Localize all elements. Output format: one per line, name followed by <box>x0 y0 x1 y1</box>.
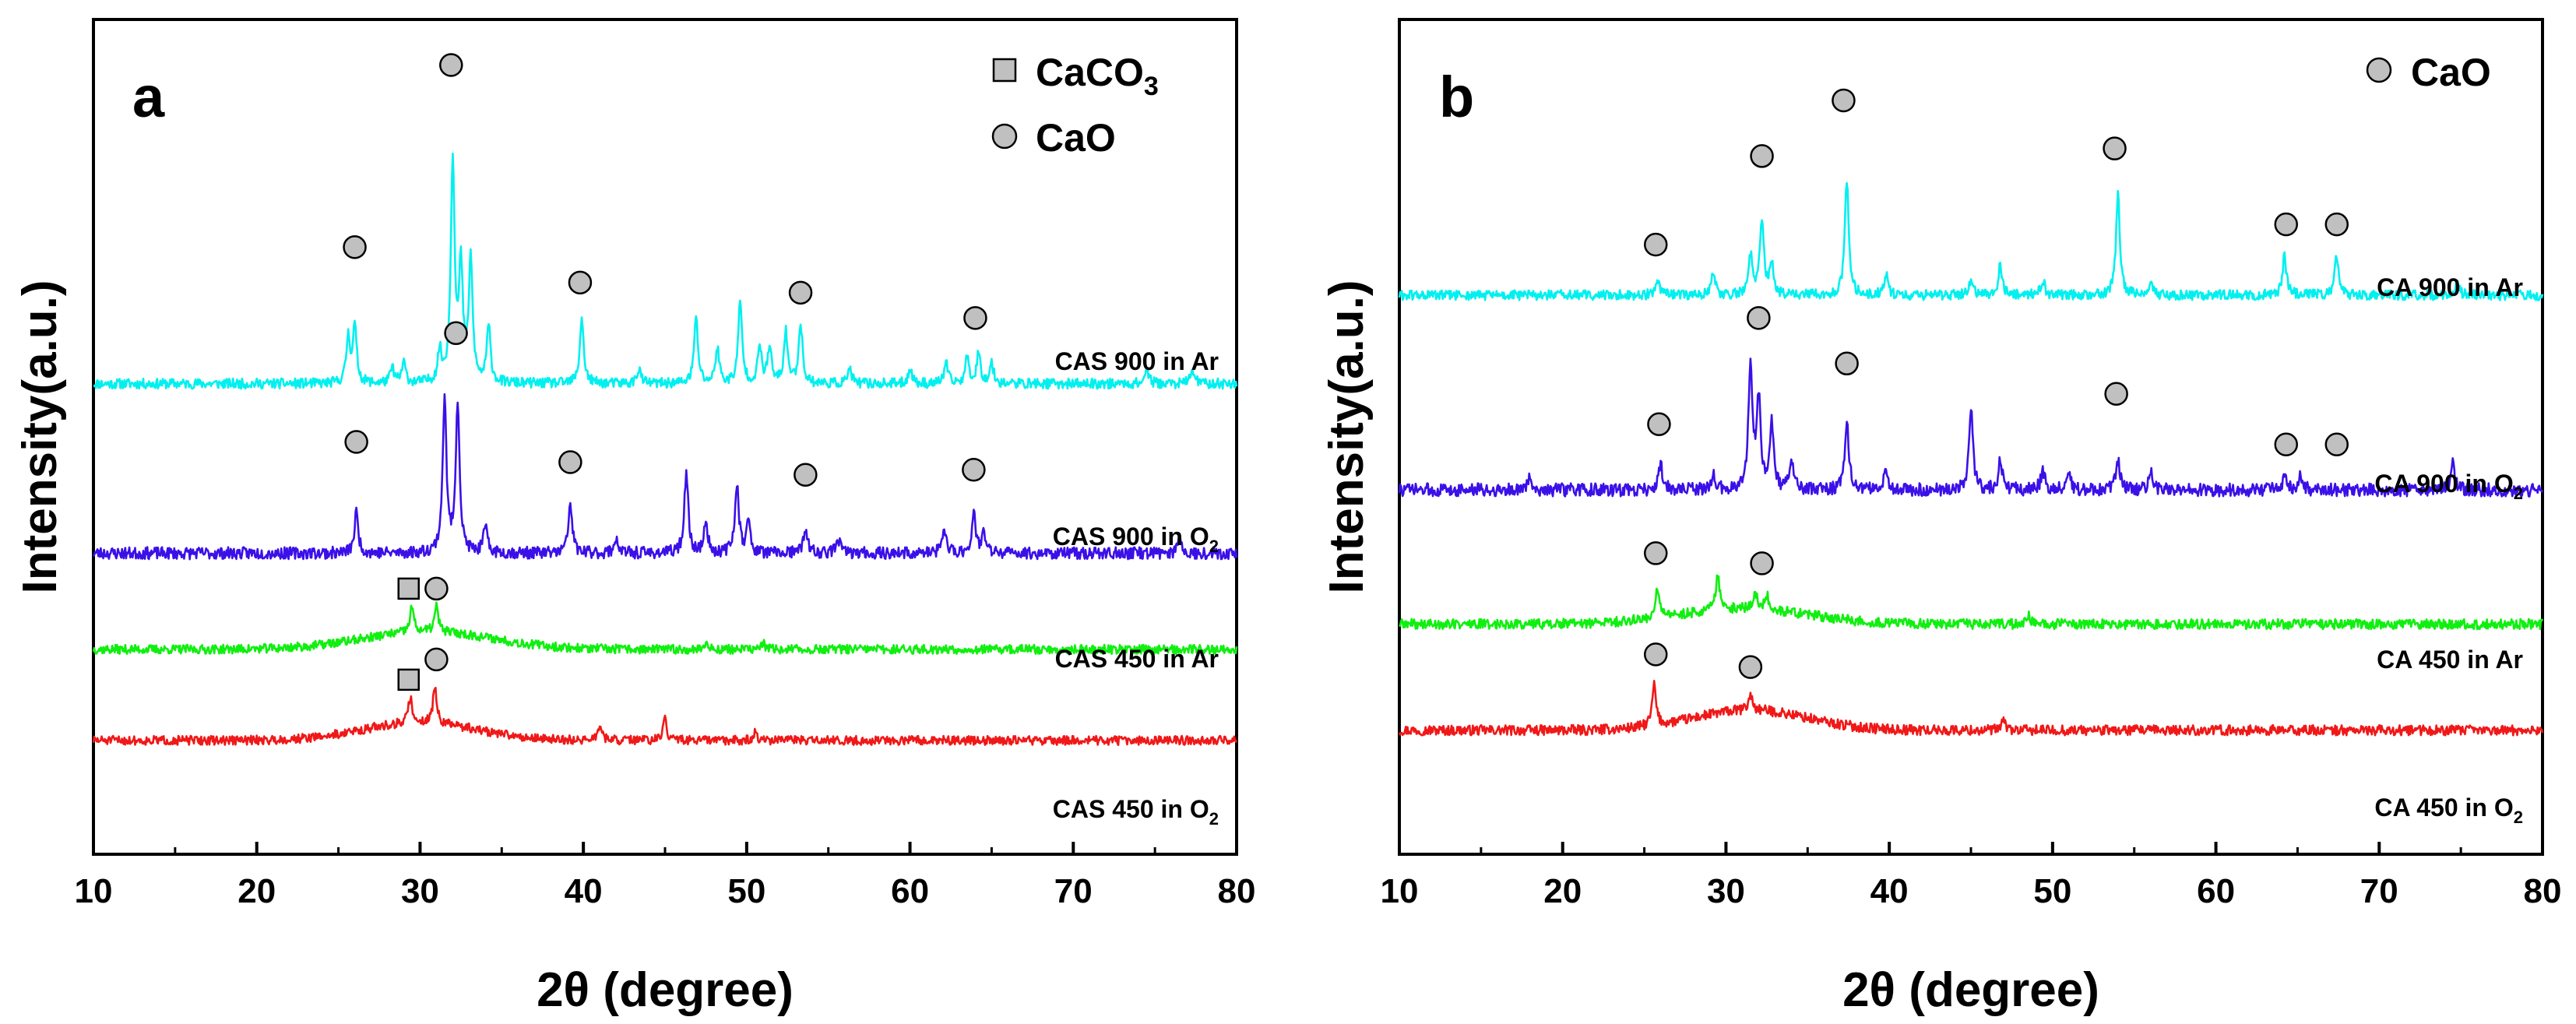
panel-b-series-label-ca450o2: CA 450 in O2 <box>2374 794 2523 827</box>
cao-peak-marker <box>2274 432 2298 456</box>
cao-peak-marker <box>794 463 818 487</box>
x-tick-label: 10 <box>75 872 113 910</box>
x-tick-label: 40 <box>1870 872 1909 910</box>
cao-peak-marker <box>1750 551 1774 575</box>
x-tick-label: 20 <box>238 872 276 910</box>
x-tick-label: 40 <box>565 872 603 910</box>
x-tick-label: 70 <box>2360 872 2398 910</box>
series-line-a-3 <box>92 686 1238 747</box>
panel-a-letter: a <box>132 65 165 129</box>
cao-peak-marker <box>444 321 468 346</box>
panel-a-legend-label-cao: CaO <box>1036 116 1116 160</box>
panel-b-phase-markers <box>1644 88 2349 679</box>
series-line-b-2 <box>1399 574 2544 631</box>
panel-b-x-axis: 10 20 30 40 50 60 70 80 <box>1381 842 2562 910</box>
x-tick-label: 50 <box>2033 872 2071 910</box>
panel-b-series-label-ca450ar: CA 450 in Ar <box>2377 646 2523 674</box>
panel-a-legend: CaCO3 CaO <box>991 51 1159 160</box>
cao-peak-marker <box>1832 88 1856 113</box>
x-tick-label: 30 <box>401 872 439 910</box>
series-line-b-1 <box>1398 357 2544 498</box>
x-tick-label: 60 <box>891 872 929 910</box>
cao-peak-marker <box>424 576 449 601</box>
panel-a-x-axis: 10 20 30 40 50 60 70 80 <box>75 842 1256 910</box>
cao-peak-marker <box>1644 642 1668 667</box>
cao-peak-marker <box>343 235 367 259</box>
panel-a-legend-circle-marker <box>991 123 1018 150</box>
panel-b-legend-label-cao: CaO <box>2411 51 2491 94</box>
panel-b-chart: b CaO CA 900 in Ar CA 900 in O2 CA 450 i… <box>1320 18 2562 1017</box>
cao-peak-marker <box>344 430 368 454</box>
cao-peak-marker <box>1835 351 1859 376</box>
cao-peak-marker <box>439 53 463 77</box>
cao-peak-marker <box>2274 212 2298 237</box>
cao-peak-marker <box>1750 144 1774 168</box>
series-line-a-1 <box>92 392 1238 561</box>
panel-a-series-label-cas450o2: CAS 450 in O2 <box>1053 795 1219 829</box>
cao-peak-marker <box>558 450 582 474</box>
cao-peak-marker <box>424 647 449 672</box>
x-tick-label: 10 <box>1381 872 1419 910</box>
panel-a-chart: a CaCO3 CaO CAS 900 in Ar CAS 900 in O2 … <box>13 18 1256 1017</box>
panel-b-traces <box>1398 181 2544 737</box>
cao-peak-marker <box>962 457 986 482</box>
panel-a-y-axis-title: Intensity(a.u.) <box>13 280 67 593</box>
panel-b-legend: CaO <box>2366 51 2491 94</box>
series-line-a-2 <box>92 601 1238 656</box>
series-line-b-0 <box>1398 181 2544 301</box>
cao-peak-marker <box>963 306 987 330</box>
series-line-b-3 <box>1398 679 2544 737</box>
cao-peak-marker <box>1644 541 1668 565</box>
panel-b-series-label-ca900ar: CA 900 in Ar <box>2377 273 2523 301</box>
panel-a-series-label-cas900ar: CAS 900 in Ar <box>1055 347 1219 375</box>
panel-b-legend-circle-marker <box>2366 57 2392 83</box>
caco3-peak-marker <box>397 577 420 600</box>
x-tick-label: 60 <box>2197 872 2235 910</box>
panel-a-legend-square-marker <box>992 58 1017 83</box>
cao-peak-marker <box>788 280 813 305</box>
x-tick-label: 80 <box>1218 872 1256 910</box>
x-tick-label: 80 <box>2524 872 2562 910</box>
panel-b-x-axis-title: 2θ (degree) <box>1842 963 2099 1017</box>
panel-b-letter: b <box>1439 65 1474 129</box>
series-line-a-0 <box>93 152 1238 390</box>
panel-b-y-axis-title: Intensity(a.u.) <box>1320 280 1374 593</box>
x-tick-label: 20 <box>1543 872 1582 910</box>
cao-peak-marker <box>1738 655 1763 679</box>
cao-peak-marker <box>1747 306 1771 330</box>
x-tick-label: 70 <box>1054 872 1093 910</box>
x-tick-label: 50 <box>727 872 765 910</box>
cao-peak-marker <box>2324 212 2349 237</box>
panel-a-x-axis-title: 2θ (degree) <box>537 963 794 1017</box>
x-tick-label: 30 <box>1707 872 1745 910</box>
cao-peak-marker <box>2104 382 2128 406</box>
panel-a-series-label-cas900o2: CAS 900 in O2 <box>1053 523 1219 556</box>
panel-b-series-label-ca900o2: CA 900 in O2 <box>2374 470 2523 503</box>
panel-a-traces <box>92 152 1238 747</box>
panel-a-phase-markers <box>343 53 987 691</box>
panel-a-series-label-cas450ar: CAS 450 in Ar <box>1055 645 1219 673</box>
cao-peak-marker <box>2324 432 2349 456</box>
cao-peak-marker <box>1644 232 1668 257</box>
cao-peak-marker <box>568 270 593 295</box>
caco3-peak-marker <box>397 668 420 691</box>
cao-peak-marker <box>1647 412 1671 437</box>
cao-peak-marker <box>2103 136 2127 160</box>
panel-a-legend-label-caco3: CaCO3 <box>1036 51 1159 101</box>
